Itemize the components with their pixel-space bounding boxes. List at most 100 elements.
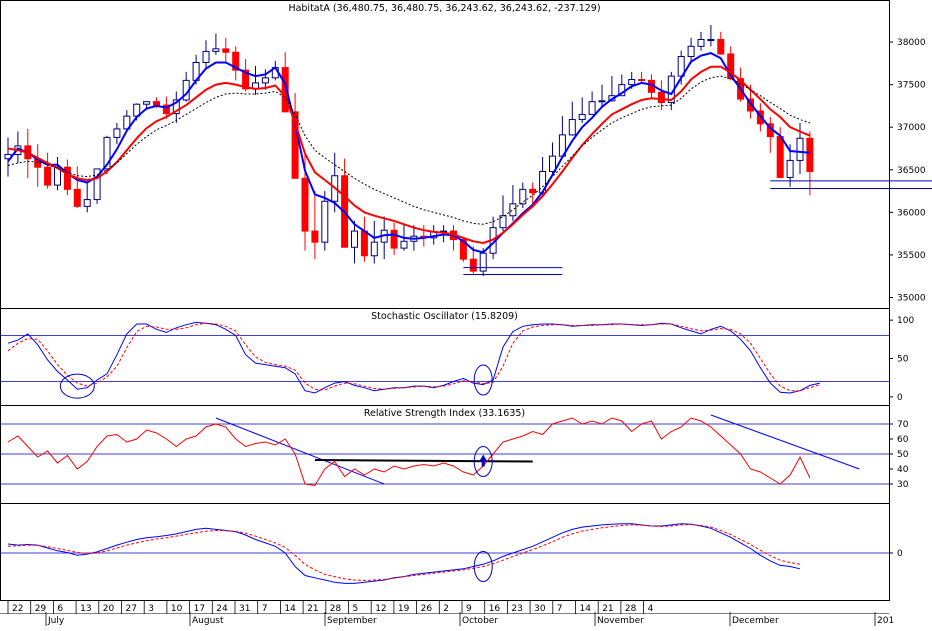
series-line — [7, 322, 820, 392]
candle-body — [707, 39, 715, 42]
y-tick-label: 0 — [897, 549, 903, 559]
candle-body — [93, 168, 101, 201]
y-tick-label: 35000 — [897, 293, 926, 303]
candle-body — [400, 240, 408, 249]
x-tick-label: 20 — [103, 604, 115, 614]
candle-body — [529, 188, 537, 194]
x-tick-label: 4 — [648, 604, 654, 614]
up-arrow-mark — [479, 454, 488, 467]
x-tick-label: 28 — [625, 604, 637, 614]
x-tick-label: 21 — [602, 604, 613, 614]
x-tick-label: 7 — [262, 604, 268, 614]
candle-body — [103, 136, 111, 170]
annotation-ellipse — [473, 364, 493, 396]
candle-body — [549, 155, 556, 172]
y-tick-label: 60 — [897, 435, 909, 445]
series-line — [7, 75, 811, 225]
y-tick-label: 100 — [897, 316, 914, 326]
x-tick-label: 17 — [194, 604, 205, 614]
x-tick-label: 31 — [239, 604, 250, 614]
candle-body — [83, 199, 91, 207]
panel-title: Relative Strength Index (33.1635) — [364, 408, 525, 419]
x-tick-label: 22 — [12, 604, 23, 614]
y-tick-label: 36500 — [897, 166, 926, 176]
x-tick-label: 24 — [216, 604, 228, 614]
candle-body — [568, 119, 576, 136]
candle-body — [44, 166, 52, 186]
x-tick-label: 21 — [307, 604, 318, 614]
panel-frame — [0, 308, 890, 406]
month-label: 201 — [877, 616, 894, 626]
candle-body — [360, 230, 368, 257]
x-tick-label: 16 — [489, 604, 501, 614]
candle-body — [509, 203, 517, 217]
x-tick-label: 12 — [375, 604, 386, 614]
candle-body — [479, 252, 487, 272]
series-line — [7, 52, 810, 254]
y-tick-label: 40 — [897, 465, 909, 475]
candle-body — [717, 39, 725, 55]
series-line — [7, 65, 811, 245]
candle-body — [351, 230, 358, 248]
candle-body — [153, 101, 160, 106]
y-tick-label: 37500 — [897, 81, 926, 91]
y-tick-label: 36000 — [897, 208, 926, 218]
candle-body — [63, 166, 71, 190]
x-tick-label: 14 — [284, 604, 296, 614]
x-tick-label: 13 — [80, 604, 91, 614]
candle-body — [459, 239, 467, 260]
month-label: October — [462, 616, 498, 626]
candle-body — [519, 188, 527, 205]
candle-body — [162, 104, 170, 115]
x-tick-label: 26 — [421, 604, 433, 614]
annotation-ellipse — [59, 373, 95, 399]
x-tick-label: 27 — [126, 604, 137, 614]
y-tick-label: 35500 — [897, 251, 926, 261]
candle-body — [212, 48, 220, 52]
candle-body — [638, 79, 646, 82]
candle-body — [202, 50, 210, 63]
candle-body — [291, 111, 299, 179]
x-tick-label: 29 — [35, 604, 47, 614]
annotation-ellipse — [473, 551, 493, 582]
candle-body — [321, 200, 329, 243]
candle-body — [499, 215, 507, 229]
candle-body — [281, 67, 289, 113]
y-tick-label: 50 — [897, 450, 909, 460]
month-label: September — [327, 616, 377, 626]
candle-body — [588, 101, 596, 115]
x-tick-label: 28 — [330, 604, 342, 614]
candle-body — [172, 99, 180, 115]
y-tick-label: 37000 — [897, 123, 926, 133]
candle-body — [687, 45, 695, 58]
y-tick-label: 30 — [897, 480, 909, 490]
series-line — [7, 417, 811, 487]
candle-body — [628, 79, 636, 86]
trend-line — [215, 417, 385, 485]
candle-body — [469, 258, 477, 272]
trend-line — [710, 414, 860, 470]
candle-body — [776, 136, 784, 178]
x-tick-label: 30 — [534, 604, 546, 614]
x-tick-label: 7 — [557, 604, 563, 614]
candle-body — [657, 91, 665, 104]
candle-body — [796, 137, 804, 161]
x-tick-label: 6 — [57, 604, 63, 614]
panel-title: HabitatA (36,480.75, 36,480.75, 36,243.6… — [288, 3, 600, 14]
month-label: August — [192, 616, 224, 626]
month-label: December — [732, 616, 779, 626]
candle-body — [311, 230, 319, 243]
x-tick-label: 9 — [466, 604, 472, 614]
panel-frame — [0, 405, 890, 504]
candle-body — [301, 177, 309, 232]
candle-body — [786, 159, 794, 178]
candle-body — [390, 229, 398, 249]
x-tick-label: 10 — [171, 604, 183, 614]
candle-body — [727, 53, 735, 80]
candle-body — [222, 48, 230, 53]
candle-body — [370, 241, 378, 257]
candle-body — [578, 113, 586, 121]
candle-body — [261, 77, 269, 84]
x-tick-label: 5 — [353, 604, 359, 614]
